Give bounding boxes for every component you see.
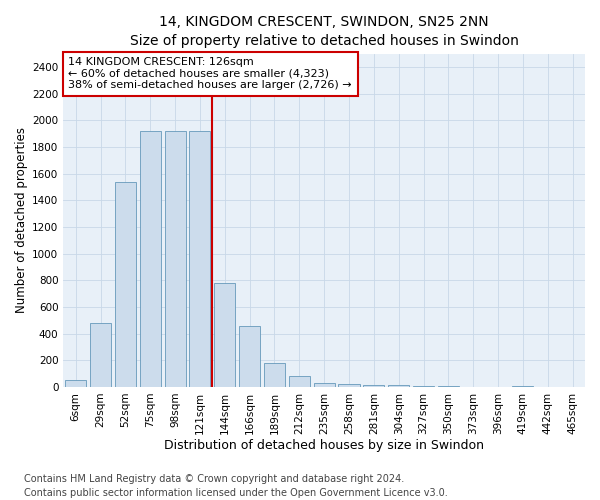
Bar xyxy=(140,131,161,387)
Bar xyxy=(239,326,260,387)
Bar xyxy=(512,386,533,387)
Y-axis label: Number of detached properties: Number of detached properties xyxy=(15,128,28,314)
Bar xyxy=(338,384,359,387)
Bar xyxy=(190,131,211,387)
Bar xyxy=(65,380,86,387)
Bar xyxy=(115,182,136,387)
Bar xyxy=(314,383,335,387)
Bar xyxy=(413,386,434,387)
Bar xyxy=(363,384,385,387)
Bar xyxy=(388,386,409,387)
Bar xyxy=(214,283,235,387)
X-axis label: Distribution of detached houses by size in Swindon: Distribution of detached houses by size … xyxy=(164,440,484,452)
Bar xyxy=(264,363,285,387)
Bar xyxy=(90,323,111,387)
Bar xyxy=(289,376,310,387)
Text: Contains HM Land Registry data © Crown copyright and database right 2024.
Contai: Contains HM Land Registry data © Crown c… xyxy=(24,474,448,498)
Bar xyxy=(438,386,459,387)
Text: 14 KINGDOM CRESCENT: 126sqm
← 60% of detached houses are smaller (4,323)
38% of : 14 KINGDOM CRESCENT: 126sqm ← 60% of det… xyxy=(68,57,352,90)
Bar xyxy=(164,131,185,387)
Title: 14, KINGDOM CRESCENT, SWINDON, SN25 2NN
Size of property relative to detached ho: 14, KINGDOM CRESCENT, SWINDON, SN25 2NN … xyxy=(130,15,518,48)
